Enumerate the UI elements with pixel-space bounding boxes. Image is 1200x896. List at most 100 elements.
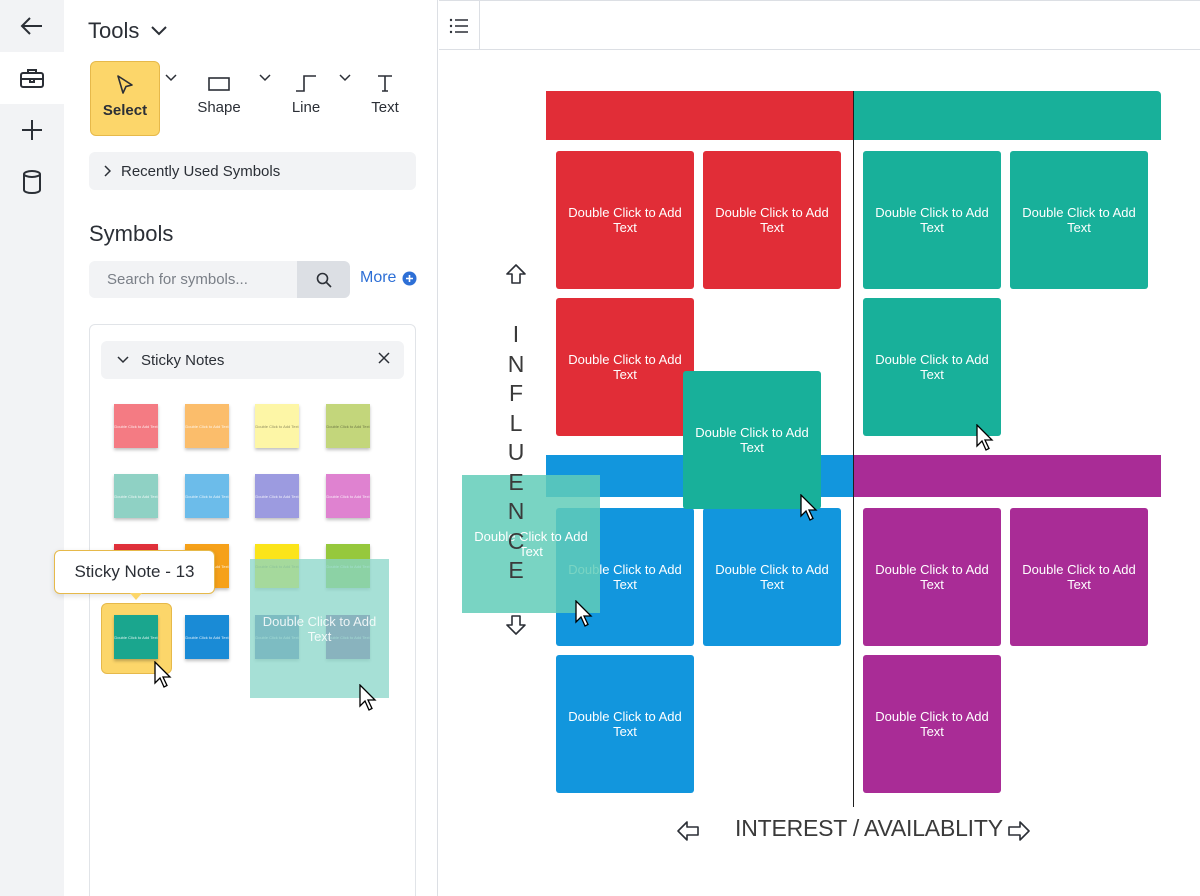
select-caret-icon[interactable]: [165, 74, 177, 82]
down-arrow-icon: [506, 615, 526, 635]
quadrant-header-red[interactable]: [546, 91, 853, 140]
mouse-cursor-icon: [800, 494, 818, 521]
search-button[interactable]: [297, 261, 350, 298]
tooltip-text: Sticky Note - 13: [74, 562, 195, 581]
sticky-note-drop-ghost: Double Click to Add Text: [462, 475, 600, 613]
shape-caret-icon[interactable]: [259, 74, 271, 82]
vertical-axis-line: [853, 91, 854, 807]
note-text: Double Click to Add Text: [715, 562, 829, 592]
note-text: Double Click to Add Text: [568, 352, 682, 382]
sticky-note-blue[interactable]: Double Click to Add Text: [703, 508, 841, 646]
pointer-icon: [117, 75, 133, 94]
more-symbols-link[interactable]: More: [360, 269, 417, 287]
ghost-text: Double Click to Add Text: [474, 529, 588, 559]
sticky-note-purple[interactable]: Double Click to Add Text: [863, 655, 1001, 793]
note-text: Double Click to Add Text: [875, 352, 989, 382]
sticky-note-teal[interactable]: Double Click to Add Text: [863, 151, 1001, 289]
influence-letter: C: [507, 527, 525, 554]
sticky-notes-header[interactable]: Sticky Notes: [101, 341, 404, 379]
swatch-text: Double Click to Add Text: [185, 423, 229, 429]
connector-icon: [296, 75, 316, 92]
tools-tab[interactable]: [0, 52, 64, 104]
dragged-sticky-note[interactable]: Double Click to Add Text: [683, 371, 821, 509]
chevron-down-icon: [151, 26, 168, 36]
sticky-note-swatch[interactable]: Double Click to Add Text: [255, 474, 299, 518]
sticky-note-red[interactable]: Double Click to Add Text: [556, 298, 694, 436]
line-tool[interactable]: Line: [271, 61, 341, 136]
influence-letter: L: [509, 409, 523, 436]
sticky-note-swatch[interactable]: Double Click to Add Text: [185, 474, 229, 518]
note-text: Double Click to Add Text: [715, 205, 829, 235]
sticky-note-purple[interactable]: Double Click to Add Text: [863, 508, 1001, 646]
swatch-text: Double Click to Add Text: [326, 423, 370, 429]
swatch-text: Double Click to Add Text: [114, 423, 158, 429]
sticky-note-swatch[interactable]: Double Click to Add Text: [114, 474, 158, 518]
symbol-search-input[interactable]: [89, 261, 297, 298]
recently-used-symbols[interactable]: Recently Used Symbols: [89, 152, 416, 190]
sticky-note-swatch[interactable]: Double Click to Add Text: [255, 404, 299, 448]
ghost-text: Double Click to Add Text: [262, 613, 377, 644]
quadrant-header-purple[interactable]: [854, 455, 1161, 497]
data-button[interactable]: [0, 156, 64, 208]
swatch-text: Double Click to Add Text: [185, 493, 229, 499]
close-icon[interactable]: [378, 352, 390, 364]
swatch-text: Double Click to Add Text: [326, 493, 370, 499]
sticky-note-blue[interactable]: Double Click to Add Text: [556, 655, 694, 793]
influence-letter: I: [512, 321, 520, 347]
influence-letter: N: [507, 350, 525, 377]
sticky-note-teal[interactable]: Double Click to Add Text: [1010, 151, 1148, 289]
back-button[interactable]: [0, 0, 64, 52]
influence-letter: N: [507, 498, 525, 524]
note-text: Double Click to Add Text: [568, 205, 682, 235]
influence-letter: E: [508, 468, 524, 495]
sticky-note-swatch[interactable]: Double Click to Add Text: [326, 474, 370, 518]
sticky-note-red[interactable]: Double Click to Add Text: [556, 151, 694, 289]
sticky-note-swatch[interactable]: Double Click to Add Text: [185, 404, 229, 448]
canvas-toolbar: [439, 0, 1200, 50]
sticky-note-red[interactable]: Double Click to Add Text: [703, 151, 841, 289]
mouse-cursor-icon: [154, 661, 172, 688]
line-tool-label: Line: [291, 99, 321, 116]
symbol-library: [89, 324, 416, 896]
influence-letter: E: [508, 557, 524, 583]
sticky-note-swatch[interactable]: Double Click to Add Text: [326, 404, 370, 448]
toolbox-icon: [20, 69, 44, 88]
select-tool[interactable]: Select: [90, 61, 160, 136]
chevron-right-icon: [104, 165, 111, 177]
swatch-text: Double Click to Add Text: [185, 634, 229, 640]
note-text: Double Click to Add Text: [1022, 562, 1136, 592]
note-text: Double Click to Add Text: [875, 709, 989, 739]
sticky-note-swatch[interactable]: Double Click to Add Text: [114, 615, 158, 659]
page-menu-button[interactable]: [439, 1, 480, 50]
sticky-notes-title: Sticky Notes: [141, 351, 225, 369]
left-arrow-icon: [677, 821, 699, 841]
text-tool[interactable]: Text: [350, 61, 420, 136]
mouse-cursor-icon: [359, 684, 377, 711]
plus-circle-icon: [402, 271, 417, 285]
sticky-note-swatch[interactable]: Double Click to Add Text: [114, 404, 158, 448]
note-text: Double Click to Add Text: [568, 709, 682, 739]
back-arrow-icon: [20, 17, 42, 35]
mouse-cursor-icon: [976, 424, 994, 451]
add-button[interactable]: [0, 104, 64, 156]
sticky-note-purple[interactable]: Double Click to Add Text: [1010, 508, 1148, 646]
dragged-sticky-note-ghost: Double Click to Add Text: [250, 559, 389, 698]
database-icon: [23, 170, 41, 194]
swatch-text: Double Click to Add Text: [114, 493, 158, 499]
rectangle-icon: [208, 77, 230, 91]
plus-icon: [22, 120, 42, 140]
tools-dropdown[interactable]: Tools: [88, 18, 168, 44]
shape-tool[interactable]: Shape: [184, 61, 254, 136]
interest-axis-label: INTEREST / AVAILABLITY: [735, 815, 1003, 841]
right-arrow-icon: [1008, 821, 1030, 841]
select-tool-label: Select: [102, 102, 148, 119]
sticky-note-swatch[interactable]: Double Click to Add Text: [185, 615, 229, 659]
list-icon: [449, 18, 468, 33]
sticky-note-teal[interactable]: Double Click to Add Text: [863, 298, 1001, 436]
line-caret-icon[interactable]: [339, 74, 351, 82]
mouse-cursor-icon: [575, 600, 593, 627]
sticky-note-tooltip: Sticky Note - 13: [54, 550, 215, 594]
quadrant-header-teal[interactable]: [854, 91, 1161, 140]
